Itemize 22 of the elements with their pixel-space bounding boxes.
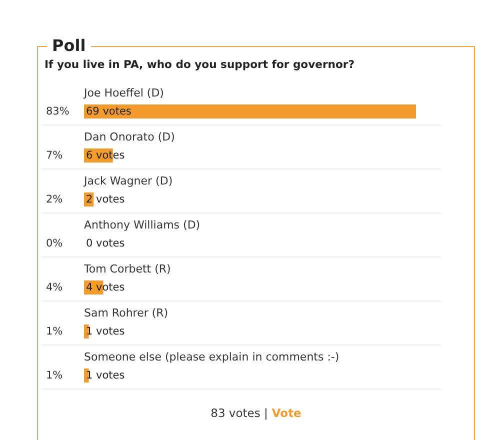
y-tick-label: Tom Corbett (R) xyxy=(83,262,171,276)
data-label: 2 votes xyxy=(86,194,125,206)
y-tick-label: Dan Onorato (D) xyxy=(84,130,175,144)
y-tick-label: Someone else (please explain in comments :-) xyxy=(84,350,340,364)
text: 7% xyxy=(46,150,63,162)
text: 1% xyxy=(46,326,63,338)
data-label: 69 votes xyxy=(86,106,132,118)
chart-subtitle: If you live in PA, who do you support for governor? xyxy=(44,58,354,72)
y-tick-label: Joe Hoeffel (D) xyxy=(83,86,164,100)
text: 2% xyxy=(46,194,63,206)
chart-title: Poll xyxy=(51,36,87,55)
bar xyxy=(84,104,416,118)
y-tick-label: Sam Rohrer (R) xyxy=(84,306,168,320)
data-label: 0 votes xyxy=(86,238,125,250)
y-tick-label: Jack Wagner (D) xyxy=(83,174,173,188)
text: 4% xyxy=(46,282,63,294)
text: 83 votes | xyxy=(210,406,268,420)
text: 1% xyxy=(46,370,63,382)
text: Vote xyxy=(272,406,302,420)
text: 0% xyxy=(46,238,63,250)
y-tick-label: Anthony Williams (D) xyxy=(84,218,200,232)
text: 83% xyxy=(46,106,70,118)
